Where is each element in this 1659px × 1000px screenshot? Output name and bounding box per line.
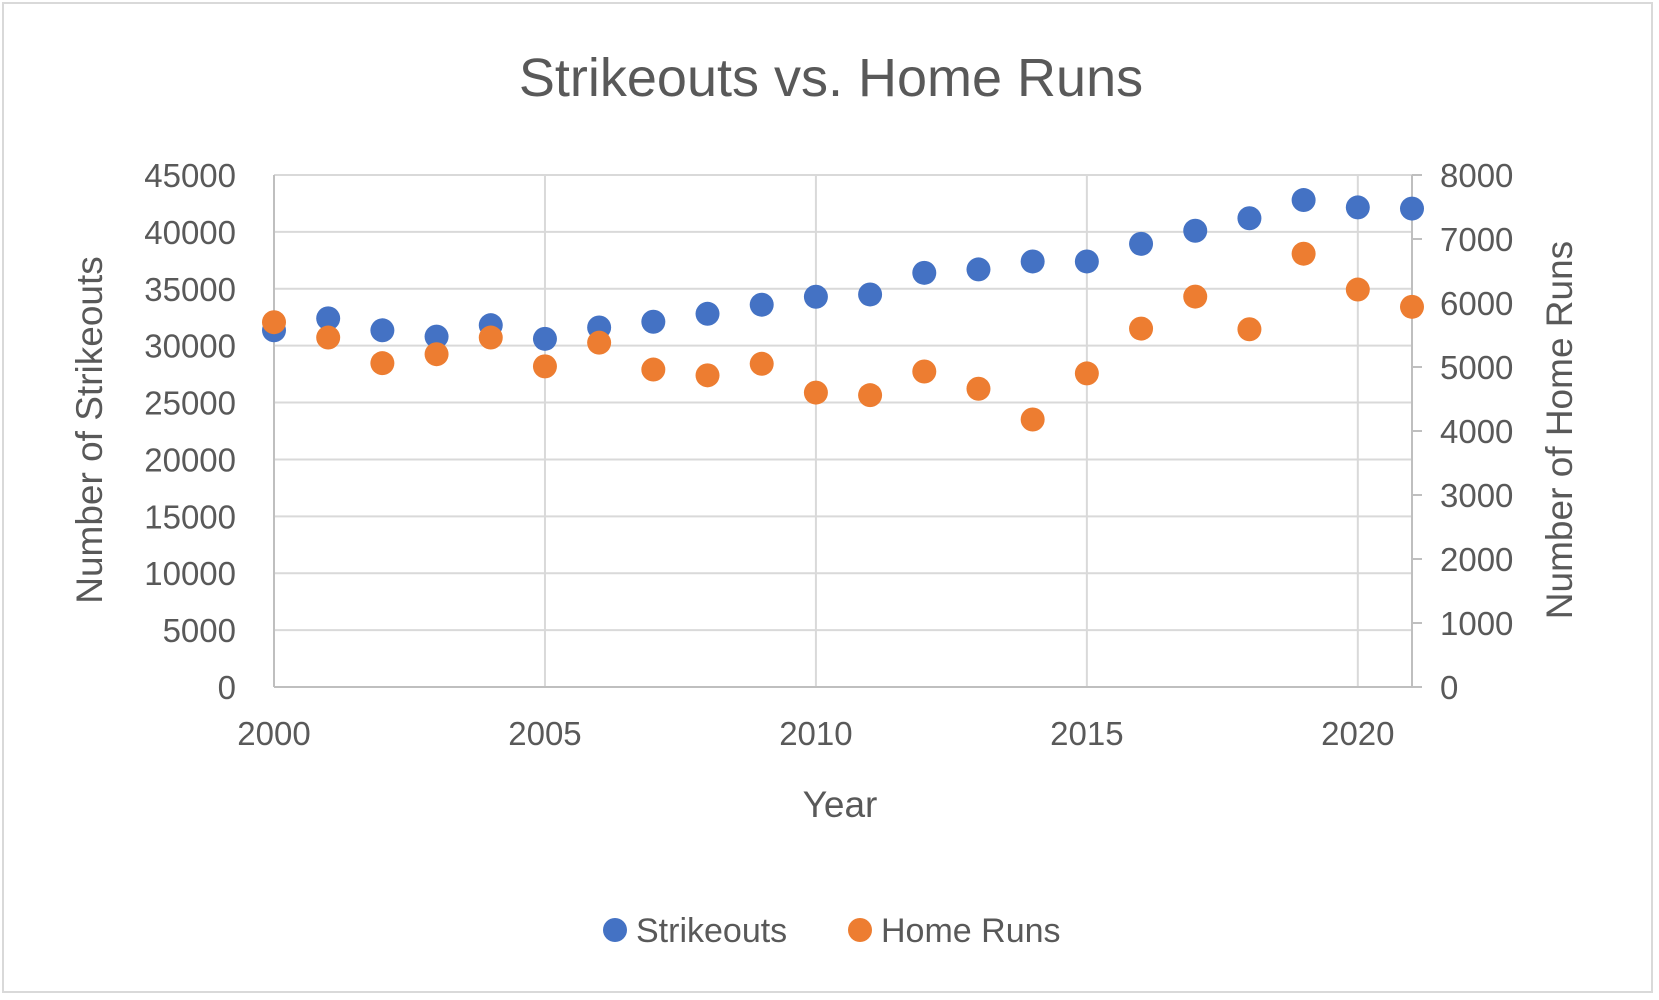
y-right-tick-label: 2000 <box>1440 541 1513 578</box>
point-home-runs <box>966 376 991 401</box>
point-strikeouts <box>749 292 774 317</box>
y-left-tick-label: 25000 <box>144 385 236 422</box>
point-home-runs <box>587 330 612 355</box>
y-left-tick-label: 15000 <box>144 498 236 535</box>
tick-labels: 0500010000150002000025000300003500040000… <box>144 157 1513 752</box>
point-home-runs <box>1020 407 1045 432</box>
legend: Strikeouts Home Runs <box>603 912 1061 950</box>
point-strikeouts <box>912 260 937 285</box>
point-home-runs <box>1400 294 1424 319</box>
scatter-chart: Strikeouts vs. Home Runs 050001000015000… <box>69 48 1580 950</box>
y-left-tick-label: 45000 <box>144 157 236 194</box>
point-home-runs <box>1183 284 1208 309</box>
x-tick-label: 2020 <box>1321 715 1394 752</box>
y-left-tick-label: 30000 <box>144 328 236 365</box>
legend-label-strikeouts: Strikeouts <box>636 912 787 950</box>
point-home-runs <box>370 351 395 376</box>
point-home-runs <box>749 351 774 376</box>
point-strikeouts <box>1020 249 1045 274</box>
data-points <box>262 188 1424 432</box>
point-strikeouts <box>532 326 557 351</box>
gridlines <box>274 174 1412 687</box>
legend-label-home-runs: Home Runs <box>881 912 1061 950</box>
point-strikeouts <box>1183 218 1208 243</box>
point-strikeouts <box>424 324 449 349</box>
axes <box>273 174 1422 688</box>
y-right-tick-label: 0 <box>1440 669 1458 706</box>
y-left-tick-label: 35000 <box>144 271 236 308</box>
point-home-runs <box>1291 241 1316 266</box>
y-axis-left-title: Number of Strikeouts <box>69 256 110 604</box>
y-right-tick-label: 3000 <box>1440 477 1513 514</box>
y-right-tick-label: 4000 <box>1440 413 1513 450</box>
chart-title: Strikeouts vs. Home Runs <box>519 48 1143 108</box>
y-right-tick-label: 1000 <box>1440 605 1513 642</box>
x-axis-title: Year <box>803 784 878 825</box>
legend-marker-home-runs <box>848 918 872 942</box>
y-left-tick-label: 40000 <box>144 214 236 251</box>
point-home-runs <box>1129 316 1154 341</box>
point-strikeouts <box>1237 206 1262 231</box>
y-right-tick-label: 6000 <box>1440 285 1513 322</box>
point-strikeouts <box>641 309 666 334</box>
y-left-tick-label: 20000 <box>144 441 236 478</box>
y-left-tick-label: 0 <box>218 669 236 706</box>
point-strikeouts <box>1129 231 1154 256</box>
point-home-runs <box>912 359 937 384</box>
point-home-runs <box>858 383 883 408</box>
legend-marker-strikeouts <box>603 918 627 942</box>
point-strikeouts <box>1345 195 1370 220</box>
point-home-runs <box>1345 277 1370 302</box>
point-strikeouts <box>1400 196 1424 221</box>
point-strikeouts <box>370 318 395 343</box>
point-strikeouts <box>803 284 828 309</box>
x-tick-label: 2000 <box>237 715 310 752</box>
y-right-tick-label: 7000 <box>1440 221 1513 258</box>
point-strikeouts <box>695 301 720 326</box>
point-home-runs <box>424 342 449 367</box>
x-tick-label: 2010 <box>779 715 852 752</box>
x-tick-label: 2015 <box>1050 715 1123 752</box>
x-tick-label: 2005 <box>508 715 581 752</box>
y-left-tick-label: 10000 <box>144 555 236 592</box>
y-right-tick-label: 5000 <box>1440 349 1513 386</box>
point-strikeouts <box>316 306 341 331</box>
point-home-runs <box>316 325 341 350</box>
point-home-runs <box>803 380 828 405</box>
y-axis-right-title: Number of Home Runs <box>1539 241 1580 619</box>
point-home-runs <box>1237 317 1262 342</box>
point-home-runs <box>532 354 557 379</box>
y-left-tick-label: 5000 <box>163 612 236 649</box>
point-home-runs <box>641 357 666 382</box>
point-strikeouts <box>1074 249 1099 274</box>
point-home-runs <box>695 363 720 388</box>
point-home-runs <box>262 310 286 335</box>
point-strikeouts <box>1291 188 1316 213</box>
y-right-tick-label: 8000 <box>1440 157 1513 194</box>
point-home-runs <box>478 325 503 350</box>
point-strikeouts <box>858 282 883 307</box>
point-home-runs <box>1074 361 1099 386</box>
point-strikeouts <box>966 257 991 282</box>
